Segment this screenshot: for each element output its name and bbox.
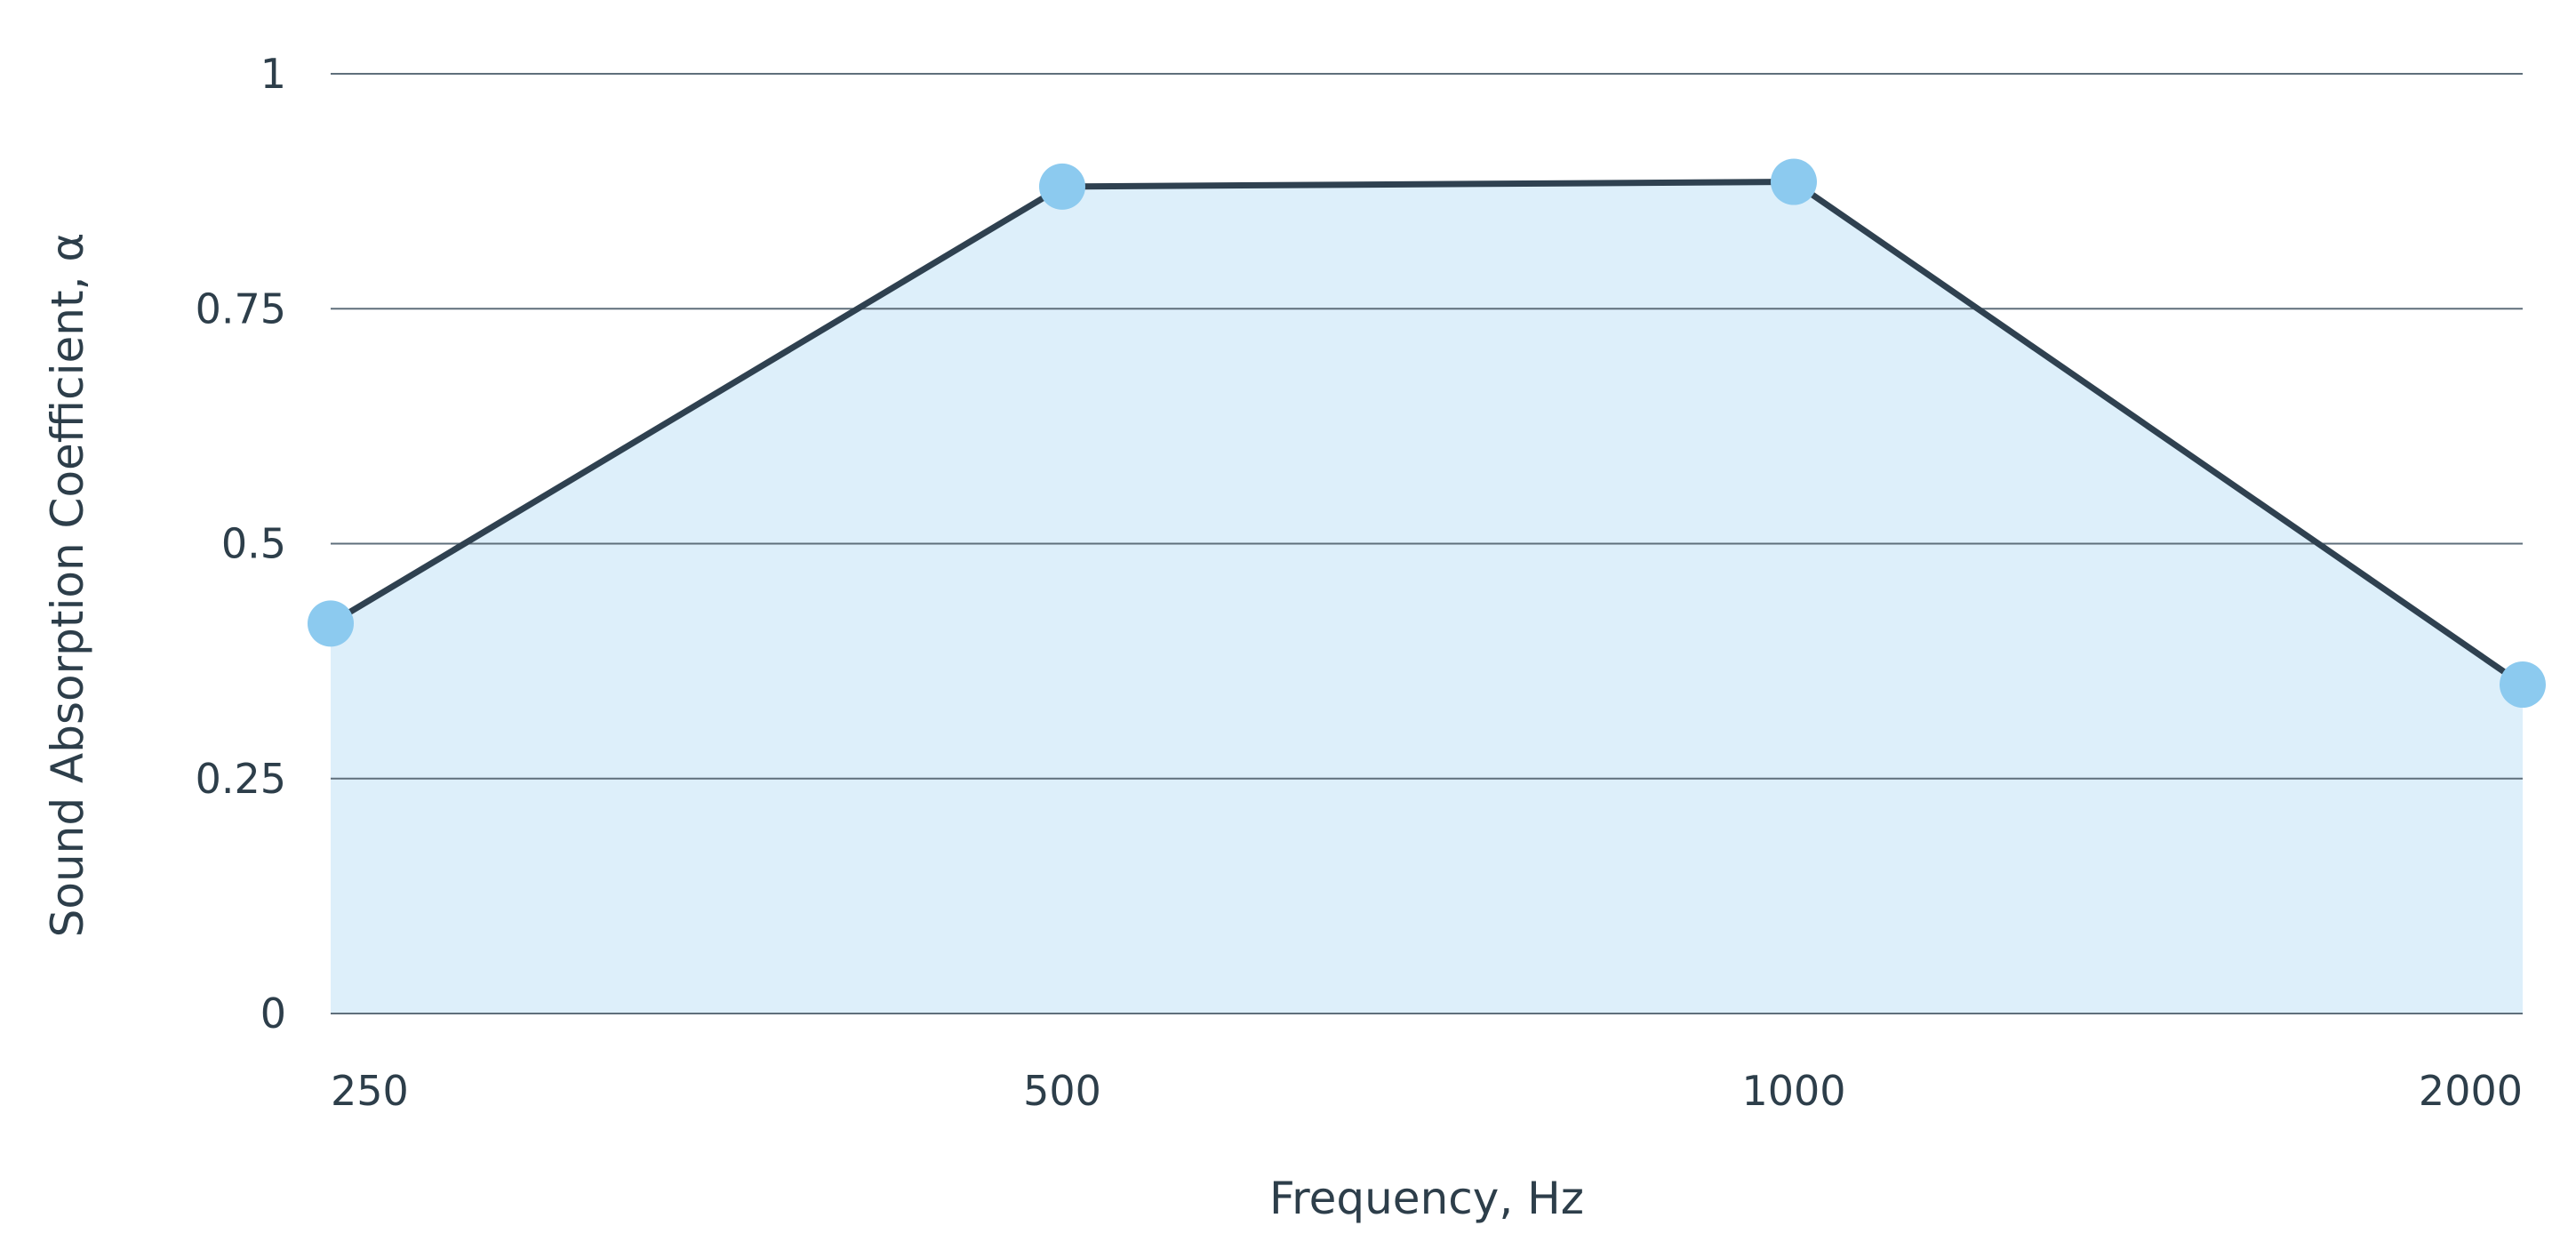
area-fill (331, 181, 2523, 1014)
x-tick-label: 2000 (2419, 1067, 2523, 1115)
data-point (1771, 158, 1817, 205)
data-series (308, 158, 2546, 709)
y-tick-label: 0 (260, 990, 286, 1038)
gridlines (331, 73, 2523, 1014)
data-point (1039, 163, 1085, 210)
y-axis-title: Sound Absorption Coefficient, α (42, 233, 93, 938)
area-fill-layer (331, 181, 2523, 1014)
data-point (2500, 661, 2546, 709)
x-axis-title: Frequency, Hz (1269, 1173, 1584, 1224)
x-tick-label: 250 (331, 1067, 409, 1115)
x-tick-label: 500 (1023, 1067, 1101, 1115)
x-tick-label: 1000 (1741, 1067, 1845, 1115)
data-point (308, 600, 354, 647)
series-line (329, 179, 2524, 687)
y-tick-label: 0.5 (221, 520, 286, 568)
y-tick-labels: 0 0.25 0.5 0.75 1 (196, 50, 286, 1038)
y-tick-label: 0.75 (196, 284, 286, 333)
y-tick-label: 1 (260, 50, 286, 98)
x-tick-labels: 250 500 1000 2000 (331, 1067, 2523, 1115)
y-tick-label: 0.25 (196, 755, 286, 803)
